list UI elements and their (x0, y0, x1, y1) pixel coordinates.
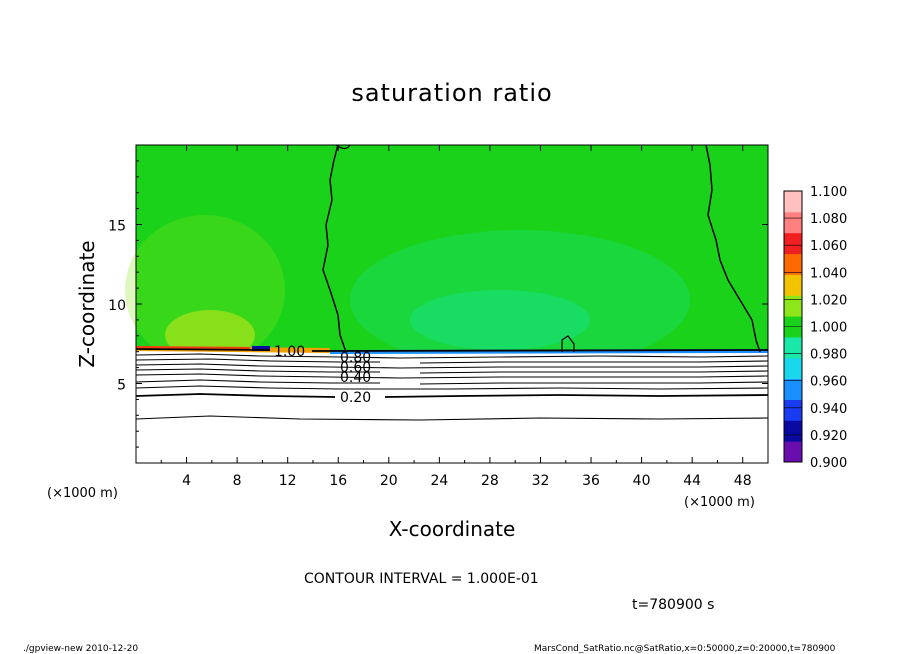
colorbar-segment (784, 378, 802, 400)
colorbar-label: 1.060 (810, 239, 847, 254)
colorbar-segment (784, 295, 802, 317)
boundary-hot-strip (136, 346, 250, 349)
colorbar-label: 1.080 (810, 212, 847, 227)
colorbar-segment (784, 274, 802, 296)
x-tick-label: 12 (279, 473, 297, 489)
colorbar: 0.900 0.920 0.940 0.960 0.980 1.000 1.020 1.040… (783, 185, 847, 471)
contour-0-60 (135, 368, 769, 374)
colorbar-label: 1.000 (810, 321, 847, 336)
footer-left: ./gpview-new 2010-12-20 (23, 644, 138, 654)
colorbar-segment (784, 420, 802, 442)
x-axis-ticks: 4 8 12 16 20 24 28 32 36 40 44 48 (160, 145, 752, 489)
contour-sat-bump (561, 335, 575, 352)
x-tick-label: 24 (430, 473, 448, 489)
x-tick-label: 20 (380, 473, 398, 489)
colorbar-label: 1.100 (810, 185, 847, 200)
x-tick-label: 4 (182, 473, 191, 489)
colorbar-label: 0.920 (810, 429, 847, 444)
plot-area: 1.00 0.80 0.60 0.40 0.20 (125, 144, 769, 464)
colorbar-label: 0.980 (810, 348, 847, 363)
contour-0-50 (135, 373, 769, 379)
contour-sat-right (705, 144, 761, 353)
x-tick-label: 16 (329, 473, 347, 489)
colorbar-segment (784, 357, 802, 380)
colorbar-segment (784, 441, 802, 463)
x-tick-label: 36 (582, 473, 600, 489)
x-axis-label: X-coordinate (389, 517, 516, 541)
contour-0-70 (135, 363, 769, 369)
x-tick-label: 8 (233, 473, 242, 489)
contour-0-80 (135, 358, 769, 364)
chart-title: saturation ratio (351, 79, 552, 107)
contour-sat-left (322, 144, 347, 353)
cooler-region-center (350, 230, 690, 370)
contour-0-10 (135, 415, 769, 421)
colorbar-segment (784, 399, 802, 421)
colorbar-segment (784, 336, 802, 359)
dry-layer (136, 351, 768, 463)
colorbar-segment (784, 211, 802, 234)
colorbar-label: 1.040 (810, 266, 847, 281)
contour-label-1-00: 1.00 (274, 344, 305, 360)
x-axis-unit-left: (×1000 m) (47, 486, 118, 501)
x-tick-label: 28 (481, 473, 499, 489)
boundary-dark-patch (252, 346, 270, 351)
y-tick-label: 10 (108, 298, 126, 314)
contour-label-0-80: 0.80 (340, 350, 371, 366)
time-label: t=780900 s (632, 597, 714, 613)
x-tick-label: 40 (633, 473, 651, 489)
cooler-region-core (410, 290, 590, 350)
y-axis-ticks: 5 10 15 (108, 160, 768, 448)
x-axis-unit-right: (×1000 m) (684, 495, 755, 510)
colorbar-label: 0.900 (810, 456, 847, 471)
contour-0-30 (135, 385, 769, 390)
x-tick-label: 48 (734, 473, 752, 489)
x-tick-label: 44 (683, 473, 701, 489)
x-tick-label: 32 (532, 473, 550, 489)
contour-label-0-20: 0.20 (340, 390, 371, 406)
contour-0-40 (135, 379, 769, 385)
contour-label-0-60: 0.60 (340, 360, 371, 376)
y-axis-label: Z-coordinate (75, 240, 99, 367)
y-tick-label: 5 (117, 378, 126, 394)
colorbar-segment (784, 191, 802, 213)
contour-1-00 (135, 348, 769, 352)
footer-right: MarsCond_SatRatio.nc@SatRatio,x=0:50000,… (534, 644, 836, 654)
colorbar-label: 1.020 (810, 293, 847, 308)
contour-interval-note: CONTOUR INTERVAL = 1.000E-01 (304, 571, 539, 587)
contour-0-90 (135, 353, 769, 359)
contour-0-20 (135, 393, 769, 398)
colorbar-segment (784, 253, 802, 275)
contour-label-0-40: 0.40 (340, 370, 371, 386)
colorbar-segment (784, 232, 802, 255)
contour-sat-top (335, 144, 351, 150)
y-tick-label: 15 (108, 219, 126, 235)
colorbar-label: 0.940 (810, 402, 847, 417)
colorbar-label: 0.960 (810, 375, 847, 390)
